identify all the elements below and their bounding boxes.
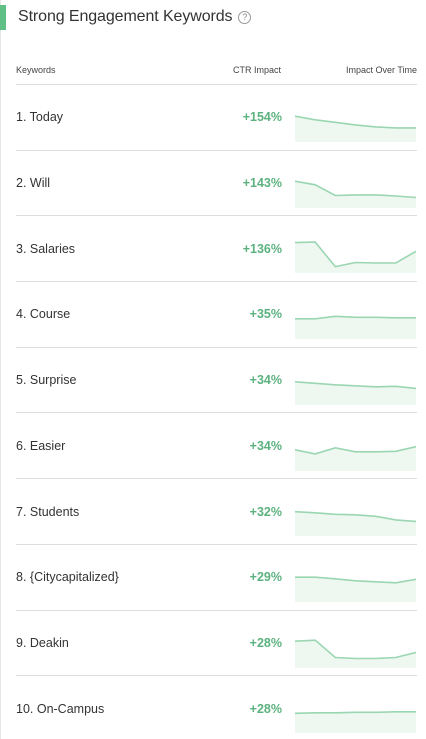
impact-sparkline [295, 511, 416, 537]
sparkline-line [295, 315, 416, 320]
table-row[interactable]: 10. On-Campus +28% [16, 676, 417, 739]
keyword-label: 6. Easier [16, 438, 66, 453]
table-row[interactable]: 4. Course +35% [16, 282, 417, 348]
column-header-impact-over-time: Impact Over Time [345, 65, 417, 75]
column-header-keywords[interactable]: Keywords [16, 65, 56, 75]
table-row[interactable]: 2. Will +143% [16, 151, 417, 217]
keyword-label: 9. Deakin [16, 635, 69, 650]
table-header: Keywords CTR Impact Impact Over Time [16, 58, 417, 85]
keyword-label: 4. Course [16, 307, 71, 322]
table-row[interactable]: 1. Today +154% [16, 85, 417, 151]
table-row[interactable]: 8. {Citycapitalized} +29% [16, 545, 417, 611]
sparkline-area [295, 316, 416, 340]
ctr-impact-value: +154% [242, 110, 282, 125]
sparkline-line [295, 638, 416, 659]
impact-sparkline [295, 180, 416, 208]
impact-sparkline [295, 115, 416, 142]
ctr-impact-value: +34% [249, 373, 282, 388]
title-accent-bar [0, 5, 6, 30]
keyword-label: 3. Salaries [16, 241, 76, 256]
table-row[interactable]: 9. Deakin +28% [16, 611, 417, 677]
ctr-impact-value: +28% [249, 635, 282, 650]
table-row[interactable]: 6. Easier +34% [16, 414, 417, 480]
sparkline-line [295, 241, 416, 268]
sparkline-line [295, 115, 416, 129]
keyword-label: 5. Surprise [16, 373, 77, 388]
panel-title: Strong Engagement Keywords [18, 8, 233, 25]
sparkline-area [295, 639, 416, 668]
sparkline-area [295, 577, 416, 602]
question-circle-icon[interactable]: ? [238, 10, 252, 24]
sparkline-line [295, 445, 416, 455]
impact-sparkline [295, 576, 416, 602]
sparkline-area [295, 180, 416, 208]
column-header-ctr-impact[interactable]: CTR Impact [233, 65, 282, 75]
impact-sparkline [295, 711, 416, 734]
impact-sparkline [295, 445, 416, 471]
keyword-label: 2. Will [16, 176, 51, 191]
sparkline-line [295, 380, 416, 389]
sparkline-area [295, 511, 416, 537]
table-row[interactable]: 3. Salaries +136% [16, 216, 417, 283]
sparkline-line [295, 711, 416, 715]
sparkline-area [295, 116, 416, 142]
sparkline-line [295, 576, 416, 584]
ctr-impact-value: +32% [249, 504, 282, 519]
keyword-label: 1. Today [16, 110, 64, 125]
table-row[interactable]: 5. Surprise +34% [16, 348, 417, 414]
keyword-label: 8. {Citycapitalized} [16, 570, 119, 585]
keyword-label: 7. Students [16, 504, 80, 519]
ctr-impact-value: +29% [249, 570, 282, 585]
keyword-label: 10. On-Campus [16, 702, 105, 717]
sparkline-area [295, 446, 416, 471]
sparkline-line [295, 180, 416, 198]
ctr-impact-value: +28% [249, 702, 282, 717]
ctr-impact-value: +34% [249, 438, 282, 453]
impact-sparkline [295, 638, 416, 668]
impact-sparkline [295, 241, 416, 274]
ctr-impact-value: +143% [242, 176, 282, 191]
sparkline-area [295, 242, 416, 274]
panel-header: Strong Engagement Keywords ? [18, 6, 252, 28]
impact-sparkline [295, 315, 416, 340]
ctr-impact-value: +35% [249, 307, 282, 322]
panel-left-border [0, 0, 1, 739]
sparkline-area [295, 381, 416, 405]
sparkline-line [295, 511, 416, 523]
table-row[interactable]: 7. Students +32% [16, 479, 417, 545]
impact-sparkline [295, 380, 416, 405]
ctr-impact-value: +136% [242, 241, 282, 256]
sparkline-area [295, 712, 416, 734]
